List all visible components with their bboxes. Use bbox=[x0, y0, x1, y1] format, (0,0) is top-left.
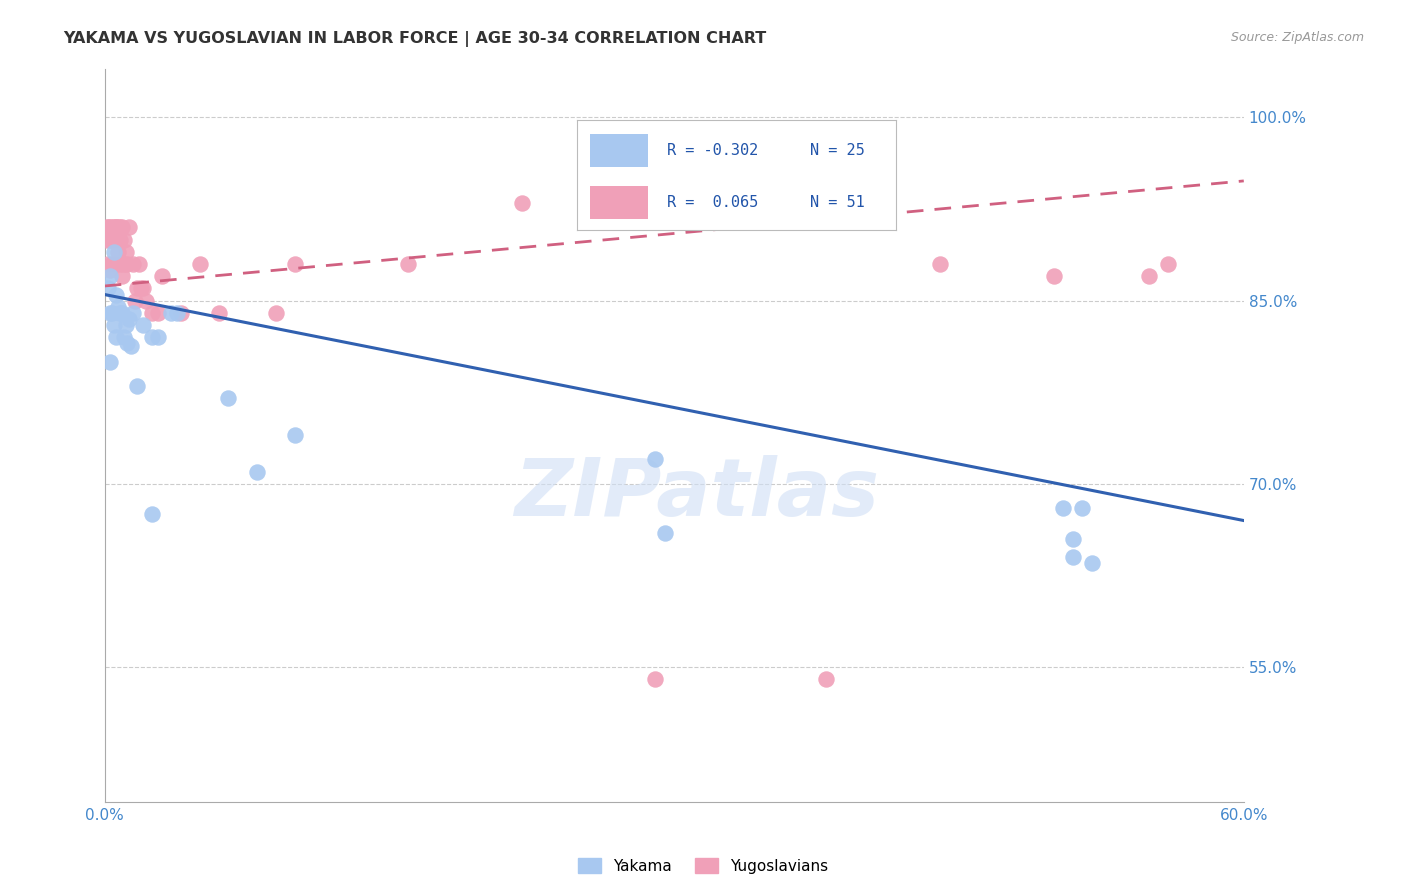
Point bbox=[512, 195, 534, 210]
Legend: Yakama, Yugoslavians: Yakama, Yugoslavians bbox=[572, 852, 834, 880]
Point bbox=[97, 220, 120, 235]
Text: Source: ZipAtlas.com: Source: ZipAtlas.com bbox=[1230, 31, 1364, 45]
Point bbox=[815, 673, 838, 687]
Point bbox=[105, 220, 128, 235]
Point bbox=[118, 312, 141, 326]
Point bbox=[120, 339, 142, 353]
Point bbox=[135, 293, 157, 308]
Point bbox=[101, 233, 124, 247]
Point bbox=[188, 257, 211, 271]
Point bbox=[1071, 501, 1094, 516]
Point bbox=[101, 306, 124, 320]
Point bbox=[1062, 550, 1084, 565]
Point bbox=[283, 428, 305, 442]
Point bbox=[245, 465, 267, 479]
Point bbox=[98, 233, 121, 247]
Text: ZIPatlas: ZIPatlas bbox=[515, 455, 880, 533]
Point bbox=[283, 257, 305, 271]
Point bbox=[103, 257, 125, 271]
Point bbox=[103, 318, 125, 332]
Point bbox=[96, 220, 118, 235]
Text: YAKAMA VS YUGOSLAVIAN IN LABOR FORCE | AGE 30-34 CORRELATION CHART: YAKAMA VS YUGOSLAVIAN IN LABOR FORCE | A… bbox=[63, 31, 766, 47]
Point bbox=[150, 269, 173, 284]
Point bbox=[1062, 532, 1084, 546]
Point bbox=[108, 306, 131, 320]
Point bbox=[98, 220, 121, 235]
Point bbox=[117, 336, 139, 351]
Point bbox=[1157, 257, 1180, 271]
Point bbox=[207, 306, 229, 320]
Point bbox=[118, 220, 141, 235]
Point bbox=[146, 330, 169, 344]
Point bbox=[1052, 501, 1074, 516]
Point bbox=[107, 220, 129, 235]
Point bbox=[108, 257, 131, 271]
Point bbox=[117, 257, 139, 271]
Point bbox=[929, 257, 952, 271]
Point bbox=[97, 281, 120, 295]
Point bbox=[125, 281, 148, 295]
Point bbox=[122, 257, 145, 271]
Point bbox=[103, 244, 125, 259]
Point bbox=[141, 508, 163, 522]
Point bbox=[111, 269, 134, 284]
Point bbox=[105, 220, 128, 235]
Point bbox=[112, 330, 135, 344]
Point bbox=[125, 379, 148, 393]
Point bbox=[107, 300, 129, 314]
Point bbox=[111, 306, 134, 320]
Point bbox=[103, 220, 125, 235]
Point bbox=[644, 452, 666, 467]
Point bbox=[217, 392, 239, 406]
Point bbox=[166, 306, 188, 320]
Point bbox=[101, 220, 124, 235]
Point bbox=[98, 269, 121, 284]
Point bbox=[114, 318, 136, 332]
Point bbox=[396, 257, 419, 271]
Point bbox=[112, 233, 135, 247]
Point bbox=[146, 306, 169, 320]
Point bbox=[112, 257, 135, 271]
Point bbox=[101, 257, 124, 271]
Point bbox=[654, 525, 676, 540]
Point bbox=[131, 281, 153, 295]
Point bbox=[141, 330, 163, 344]
Point bbox=[128, 257, 150, 271]
Point bbox=[96, 233, 118, 247]
Point bbox=[124, 293, 146, 308]
Point bbox=[131, 318, 153, 332]
Point bbox=[141, 306, 163, 320]
Point bbox=[103, 233, 125, 247]
Point bbox=[1137, 269, 1160, 284]
Point bbox=[108, 220, 131, 235]
Point bbox=[111, 220, 134, 235]
Point bbox=[98, 306, 121, 320]
Point bbox=[169, 306, 191, 320]
Point bbox=[97, 257, 120, 271]
Point bbox=[107, 244, 129, 259]
Point bbox=[160, 306, 183, 320]
Point bbox=[98, 355, 121, 369]
Point bbox=[644, 673, 666, 687]
Point bbox=[114, 244, 136, 259]
Point bbox=[105, 287, 128, 301]
Point bbox=[122, 306, 145, 320]
Point bbox=[129, 281, 152, 295]
Point bbox=[108, 233, 131, 247]
Point bbox=[98, 263, 121, 277]
Point bbox=[105, 330, 128, 344]
Point bbox=[105, 233, 128, 247]
Point bbox=[1043, 269, 1066, 284]
Point bbox=[264, 306, 287, 320]
Point bbox=[1081, 557, 1104, 571]
